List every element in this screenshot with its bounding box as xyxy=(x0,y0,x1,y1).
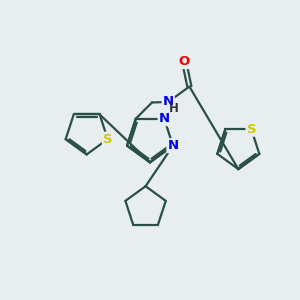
Text: S: S xyxy=(103,133,112,146)
Text: O: O xyxy=(178,55,190,68)
Text: H: H xyxy=(169,102,178,115)
Text: N: N xyxy=(167,139,178,152)
Text: N: N xyxy=(163,95,174,108)
Text: N: N xyxy=(159,112,170,125)
Text: S: S xyxy=(247,123,256,136)
